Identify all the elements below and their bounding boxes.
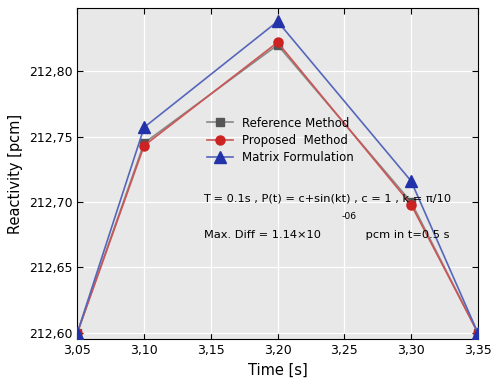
Text: pcm in t=0.5 s: pcm in t=0.5 s bbox=[362, 230, 449, 240]
Matrix Formulation bbox=[475, 330, 481, 335]
Proposed  Method bbox=[475, 330, 481, 335]
Reference Method bbox=[141, 141, 147, 146]
Reference Method bbox=[274, 42, 280, 47]
Reference Method bbox=[74, 330, 80, 335]
Proposed  Method bbox=[274, 40, 280, 45]
Text: Max. Diff = 1.14×10: Max. Diff = 1.14×10 bbox=[204, 230, 320, 240]
X-axis label: Time [s]: Time [s] bbox=[248, 363, 308, 378]
Matrix Formulation bbox=[408, 179, 414, 183]
Reference Method bbox=[408, 200, 414, 204]
Y-axis label: Reactivity [pcm]: Reactivity [pcm] bbox=[8, 114, 24, 234]
Proposed  Method bbox=[141, 143, 147, 148]
Matrix Formulation bbox=[74, 330, 80, 335]
Line: Proposed  Method: Proposed Method bbox=[73, 38, 482, 337]
Line: Reference Method: Reference Method bbox=[73, 41, 482, 337]
Legend: Reference Method, Proposed  Method, Matrix Formulation: Reference Method, Proposed Method, Matri… bbox=[204, 113, 358, 168]
Line: Matrix Formulation: Matrix Formulation bbox=[72, 16, 484, 338]
Matrix Formulation bbox=[141, 125, 147, 130]
Matrix Formulation bbox=[274, 19, 280, 24]
Text: -06: -06 bbox=[342, 212, 357, 221]
Proposed  Method bbox=[74, 330, 80, 335]
Proposed  Method bbox=[408, 202, 414, 207]
Text: T = 0.1s , P(t) = c+sin(kt) , c = 1 , k = π/10: T = 0.1s , P(t) = c+sin(kt) , c = 1 , k … bbox=[204, 194, 452, 204]
Reference Method bbox=[475, 330, 481, 335]
